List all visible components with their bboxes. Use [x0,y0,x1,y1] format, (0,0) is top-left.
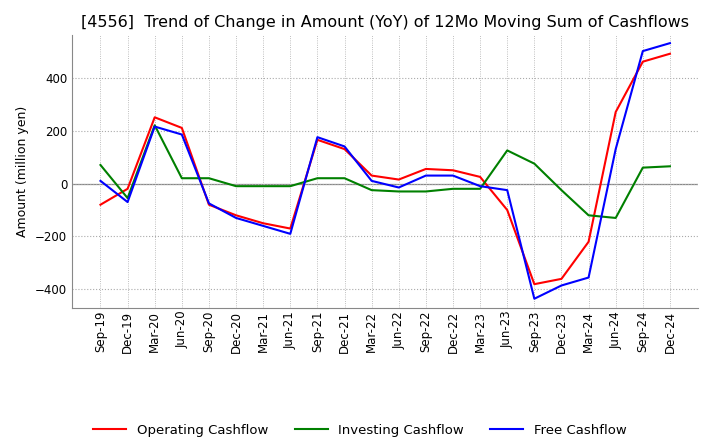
Y-axis label: Amount (million yen): Amount (million yen) [17,106,30,237]
Investing Cashflow [421,189,430,194]
Operating Cashflow [476,174,485,180]
Operating Cashflow [557,276,566,282]
Line: Investing Cashflow: Investing Cashflow [101,125,670,218]
Investing Cashflow [259,183,268,189]
Free Cashflow [341,144,349,149]
Investing Cashflow [150,123,159,128]
Investing Cashflow [204,176,213,181]
Free Cashflow [123,199,132,205]
Investing Cashflow [313,176,322,181]
Operating Cashflow [341,147,349,152]
Free Cashflow [367,178,376,183]
Investing Cashflow [530,161,539,166]
Free Cashflow [286,231,294,236]
Free Cashflow [150,124,159,129]
Investing Cashflow [639,165,647,170]
Operating Cashflow [204,202,213,207]
Operating Cashflow [584,239,593,245]
Free Cashflow [557,283,566,288]
Investing Cashflow [286,183,294,189]
Operating Cashflow [449,168,457,173]
Investing Cashflow [503,148,511,153]
Operating Cashflow [178,125,186,131]
Operating Cashflow [421,166,430,172]
Operating Cashflow [96,202,105,207]
Investing Cashflow [449,186,457,191]
Free Cashflow [584,275,593,280]
Free Cashflow [204,201,213,206]
Operating Cashflow [395,177,403,182]
Operating Cashflow [232,213,240,218]
Free Cashflow [476,183,485,189]
Operating Cashflow [150,115,159,120]
Line: Operating Cashflow: Operating Cashflow [101,54,670,284]
Investing Cashflow [476,186,485,191]
Operating Cashflow [367,173,376,178]
Investing Cashflow [584,213,593,218]
Free Cashflow [96,178,105,183]
Operating Cashflow [503,207,511,213]
Free Cashflow [313,135,322,140]
Free Cashflow [665,40,674,46]
Operating Cashflow [286,226,294,231]
Investing Cashflow [96,162,105,168]
Free Cashflow [259,223,268,228]
Free Cashflow [449,173,457,178]
Free Cashflow [178,132,186,137]
Operating Cashflow [639,59,647,64]
Investing Cashflow [557,187,566,193]
Investing Cashflow [178,176,186,181]
Investing Cashflow [123,195,132,201]
Free Cashflow [530,296,539,301]
Investing Cashflow [367,187,376,193]
Free Cashflow [232,215,240,220]
Free Cashflow [639,48,647,54]
Operating Cashflow [123,186,132,191]
Investing Cashflow [665,164,674,169]
Investing Cashflow [232,183,240,189]
Legend: Operating Cashflow, Investing Cashflow, Free Cashflow: Operating Cashflow, Investing Cashflow, … [88,418,632,440]
Investing Cashflow [341,176,349,181]
Title: [4556]  Trend of Change in Amount (YoY) of 12Mo Moving Sum of Cashflows: [4556] Trend of Change in Amount (YoY) o… [81,15,689,30]
Free Cashflow [611,147,620,152]
Investing Cashflow [395,189,403,194]
Operating Cashflow [530,282,539,287]
Free Cashflow [421,173,430,178]
Operating Cashflow [611,110,620,115]
Line: Free Cashflow: Free Cashflow [101,43,670,299]
Free Cashflow [503,187,511,193]
Free Cashflow [395,185,403,190]
Operating Cashflow [313,137,322,143]
Operating Cashflow [259,220,268,226]
Investing Cashflow [611,215,620,220]
Operating Cashflow [665,51,674,56]
